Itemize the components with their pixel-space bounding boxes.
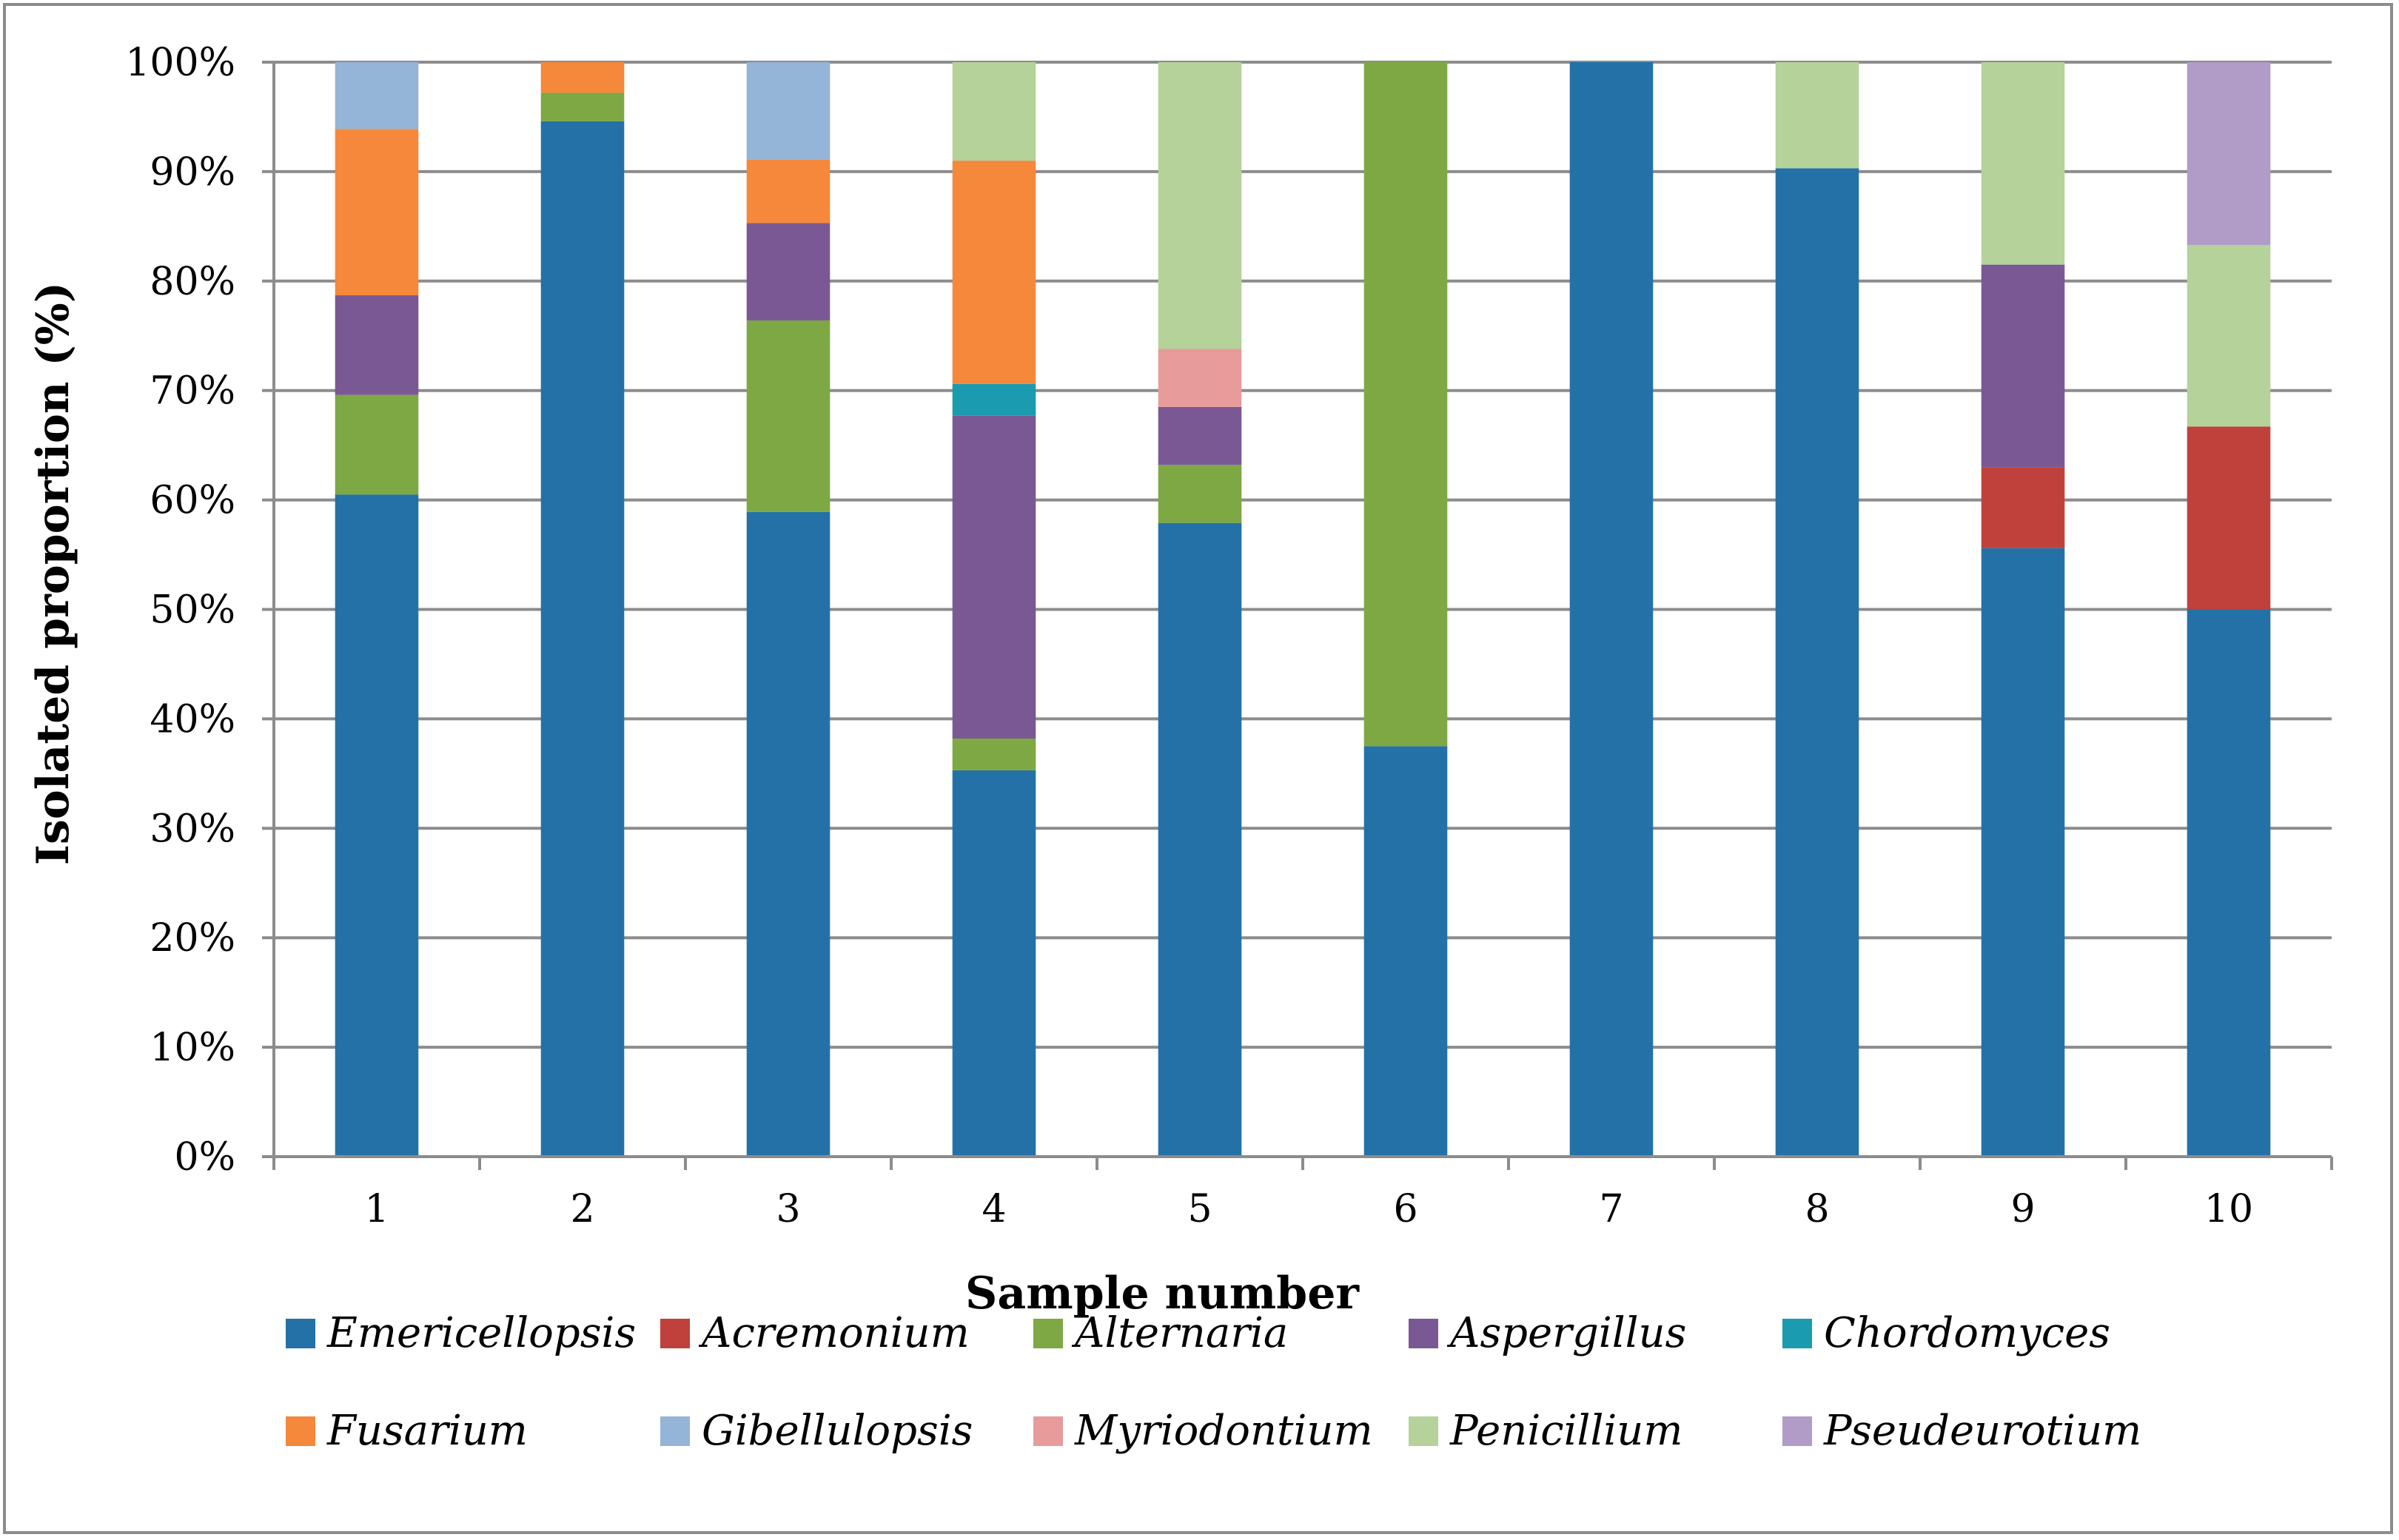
bar-segment-fusarium-sample-1 <box>335 129 419 296</box>
bar-segment-gibellulopsis-sample-1 <box>335 62 419 130</box>
x-tick-label: 5 <box>1187 1187 1212 1231</box>
bar-segment-emericellopsis-sample-1 <box>335 494 419 1157</box>
bar-segment-alternaria-sample-3 <box>746 320 831 512</box>
legend-swatch-pseudeurotium <box>1782 1416 1812 1446</box>
bar-segment-fusarium-sample-4 <box>952 161 1036 384</box>
legend-label-pseudeurotium: Pseudeurotium <box>1823 1407 2141 1455</box>
bar-segment-emericellopsis-sample-4 <box>952 770 1036 1157</box>
y-tick-label: 70% <box>150 369 235 414</box>
bar-segment-emericellopsis-sample-8 <box>1775 168 1859 1157</box>
y-tick-label: 100% <box>125 41 235 85</box>
bar-segment-emericellopsis-sample-2 <box>540 121 625 1157</box>
y-tick-label: 50% <box>150 588 235 633</box>
bar-segment-alternaria-sample-1 <box>335 394 419 495</box>
bar-segment-acremonium-sample-9 <box>1981 467 2065 548</box>
x-tick-label: 7 <box>1599 1187 1623 1231</box>
bar-segment-acremonium-sample-10 <box>2187 426 2271 610</box>
legend-label-aspergillus: Aspergillus <box>1446 1309 1686 1357</box>
bar-segment-alternaria-sample-5 <box>1158 465 1242 523</box>
legend-label-myriodontium: Myriodontium <box>1074 1407 1373 1455</box>
y-tick-label: 80% <box>150 260 235 304</box>
legend-label-gibellulopsis: Gibellulopsis <box>702 1407 973 1455</box>
bar-segment-penicillium-sample-8 <box>1775 62 1859 169</box>
y-tick-label: 60% <box>150 479 235 523</box>
bar-segment-alternaria-sample-6 <box>1363 62 1448 747</box>
bar-segment-penicillium-sample-5 <box>1158 62 1242 349</box>
x-tick-label: 3 <box>776 1187 800 1231</box>
x-axis-title: Sample number <box>965 1268 1360 1319</box>
legend: Emericellopsis Acremonium Alternaria Asperg… <box>286 1309 2141 1455</box>
x-tick-label: 2 <box>570 1187 594 1231</box>
bar-segment-emericellopsis-sample-7 <box>1569 62 1654 1157</box>
legend-swatch-acremonium <box>660 1319 690 1348</box>
bar-segment-aspergillus-sample-5 <box>1158 406 1242 465</box>
legend-swatch-fusarium <box>286 1416 315 1446</box>
bar-segment-fusarium-sample-3 <box>746 159 831 223</box>
bar-segment-alternaria-sample-2 <box>540 93 625 121</box>
bars <box>335 62 2271 1157</box>
x-tick-label: 9 <box>2010 1187 2035 1231</box>
bar-segment-myriodontium-sample-5 <box>1158 349 1242 407</box>
y-axis-title: Isolated proportion (%) <box>27 282 79 865</box>
x-tick-label: 10 <box>2204 1187 2253 1231</box>
x-tick-label: 1 <box>364 1187 389 1231</box>
legend-label-acremonium: Acremonium <box>698 1309 970 1357</box>
y-tick-label: 40% <box>150 697 235 742</box>
axes <box>262 61 2333 1170</box>
legend-label-emericellopsis: Emericellopsis <box>326 1309 636 1357</box>
x-tick-label: 6 <box>1393 1187 1417 1231</box>
legend-swatch-myriodontium <box>1033 1416 1063 1446</box>
bar-segment-penicillium-sample-9 <box>1981 62 2065 265</box>
bar-segment-penicillium-sample-4 <box>952 62 1036 161</box>
x-tick-label: 4 <box>982 1187 1006 1231</box>
y-tick-label: 30% <box>150 807 235 851</box>
bar-segment-gibellulopsis-sample-3 <box>746 62 831 160</box>
bar-segment-aspergillus-sample-9 <box>1981 264 2065 468</box>
legend-label-alternaria: Alternaria <box>1071 1309 1288 1357</box>
bar-segment-aspergillus-sample-4 <box>952 415 1036 739</box>
bar-segment-emericellopsis-sample-3 <box>746 511 831 1157</box>
bar-segment-penicillium-sample-10 <box>2187 244 2271 427</box>
x-tick-label: 8 <box>1805 1187 1829 1231</box>
y-tick-label: 90% <box>150 150 235 195</box>
bar-segment-emericellopsis-sample-9 <box>1981 548 2065 1157</box>
y-tick-label: 20% <box>150 916 235 961</box>
bar-segment-emericellopsis-sample-10 <box>2187 609 2271 1157</box>
legend-swatch-penicillium <box>1409 1416 1438 1446</box>
legend-swatch-gibellulopsis <box>660 1416 690 1446</box>
legend-label-penicillium: Penicillium <box>1449 1407 1682 1455</box>
bar-segment-fusarium-sample-2 <box>540 62 625 93</box>
bar-segment-aspergillus-sample-3 <box>746 223 831 321</box>
legend-swatch-chordomyces <box>1782 1319 1812 1348</box>
y-tick-labels: 0% 10% 20% 30% 40% 50% 60% 70% 80% 90% 100% <box>125 41 235 1180</box>
y-tick-label: 10% <box>150 1026 235 1070</box>
legend-swatch-alternaria <box>1033 1319 1063 1348</box>
bar-segment-chordomyces-sample-4 <box>952 383 1036 416</box>
bar-segment-alternaria-sample-4 <box>952 739 1036 770</box>
legend-label-fusarium: Fusarium <box>326 1407 528 1455</box>
bar-segment-emericellopsis-sample-6 <box>1363 746 1448 1157</box>
bar-segment-pseudeurotium-sample-10 <box>2187 62 2271 245</box>
y-tick-label: 0% <box>175 1135 236 1180</box>
bar-segment-emericellopsis-sample-5 <box>1158 522 1242 1157</box>
x-tick-labels: 1 2 3 4 5 6 7 8 9 10 <box>364 1187 2253 1231</box>
legend-swatch-aspergillus <box>1409 1319 1438 1348</box>
legend-label-chordomyces: Chordomyces <box>1824 1309 2110 1357</box>
bar-segment-aspergillus-sample-1 <box>335 295 419 395</box>
legend-swatch-emericellopsis <box>286 1319 315 1348</box>
